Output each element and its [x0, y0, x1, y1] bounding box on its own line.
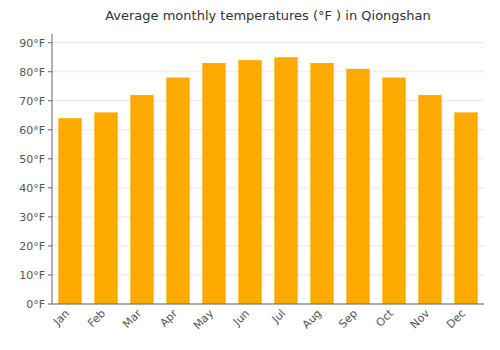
y-tick	[48, 216, 52, 217]
bar	[94, 112, 117, 304]
bar	[346, 69, 369, 304]
x-tick-label: Mar	[120, 307, 144, 331]
y-tick	[48, 187, 52, 188]
y-tick-label: 50°F	[19, 153, 45, 166]
x-tick-label: Jan	[50, 307, 72, 329]
y-tick	[48, 274, 52, 275]
y-tick-label: 70°F	[19, 95, 45, 108]
x-tick-label: Oct	[373, 306, 396, 329]
grid-line	[52, 304, 484, 305]
x-tick-label: Apr	[157, 307, 180, 330]
y-axis: 0°F 10°F 20°F 30°F 40°F 50°F 60°F 70°F 80°F 90°F	[19, 34, 52, 311]
bar	[238, 60, 261, 304]
y-tick	[48, 100, 52, 101]
x-tick-label: Nov	[408, 307, 433, 332]
x-tick-label: May	[191, 307, 217, 333]
y-tick	[48, 42, 52, 43]
y-tick-label: 0°F	[26, 298, 45, 311]
grid-line	[52, 42, 484, 43]
y-tick-label: 90°F	[19, 37, 45, 50]
x-axis-line	[52, 304, 484, 305]
y-tick-label: 30°F	[19, 211, 45, 224]
y-tick	[48, 71, 52, 72]
bar	[202, 63, 225, 304]
y-tick	[48, 158, 52, 159]
x-tick-label: Sep	[336, 307, 360, 331]
y-tick-label: 60°F	[19, 124, 45, 137]
y-tick	[48, 129, 52, 130]
chart-title: Average monthly temperatures (°F ) in Qi…	[105, 8, 431, 23]
y-tick-label: 40°F	[19, 182, 45, 195]
x-tick-label: Jun	[230, 307, 252, 329]
y-tick	[48, 304, 52, 305]
grid	[52, 43, 484, 304]
grid-line	[52, 71, 484, 72]
y-tick-label: 10°F	[19, 269, 45, 282]
x-tick-label: Dec	[444, 307, 468, 331]
bar	[418, 95, 441, 304]
bars	[58, 57, 477, 304]
x-tick-label: Feb	[85, 307, 108, 330]
bar	[382, 78, 405, 304]
y-axis-line	[52, 34, 53, 304]
bar	[58, 118, 81, 304]
x-tick-label: Aug	[300, 307, 324, 331]
y-tick-label: 20°F	[19, 240, 45, 253]
y-tick	[48, 245, 52, 246]
bar	[274, 57, 297, 304]
x-tick-label: Jul	[269, 307, 288, 326]
chart-container: Average monthly temperatures (°F ) in Qi…	[0, 0, 500, 350]
chart-svg: Average monthly temperatures (°F ) in Qi…	[0, 0, 500, 350]
y-tick-label: 80°F	[19, 66, 45, 79]
bar	[454, 112, 477, 304]
bar	[166, 78, 189, 304]
bar	[310, 63, 333, 304]
bar	[130, 95, 153, 304]
x-axis: Jan Feb Mar Apr May Jun Jul Aug Sep Oct Nov Dec	[50, 304, 484, 332]
